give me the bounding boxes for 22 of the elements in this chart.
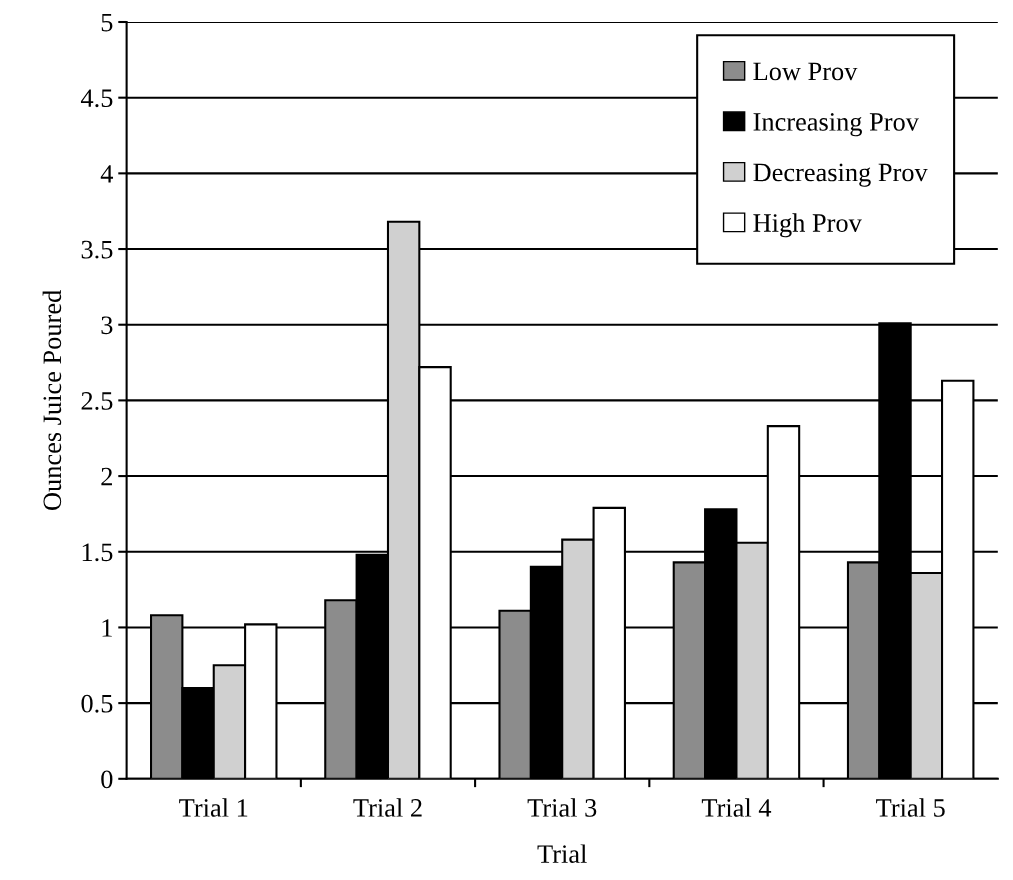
x-tick-label: Trial 2 [353, 798, 422, 817]
legend-label: Decreasing Prov [753, 163, 928, 187]
y-tick-label: 3.5 [81, 240, 113, 259]
legend-label: High Prov [753, 213, 862, 238]
y-tick-label: 3 [101, 316, 113, 335]
y-tick-label: 4.5 [80, 89, 113, 108]
legend-label: Increasing Prov [753, 113, 919, 137]
y-tick-label: 1.5 [82, 543, 113, 562]
y-tick-label: 5 [101, 13, 113, 32]
x-axis-title: Trial [537, 844, 587, 863]
legend-label: Low Prov [753, 62, 858, 81]
y-tick-label: 1 [102, 619, 112, 637]
x-tick-label: Trial 5 [876, 798, 945, 817]
y-tick-label: 0 [101, 770, 113, 789]
y-tick-label: 4 [100, 165, 114, 183]
x-tick-label: Trial 4 [701, 798, 772, 817]
x-tick-label: Trial 3 [527, 798, 597, 817]
x-tick-label: Trial 1 [179, 798, 248, 817]
y-tick-label: 2 [101, 467, 112, 486]
y-tick-label: 2.5 [81, 392, 113, 410]
y-tick-label: 0.5 [81, 694, 113, 713]
y-axis-title: Ounces Juice Poured [42, 290, 62, 510]
